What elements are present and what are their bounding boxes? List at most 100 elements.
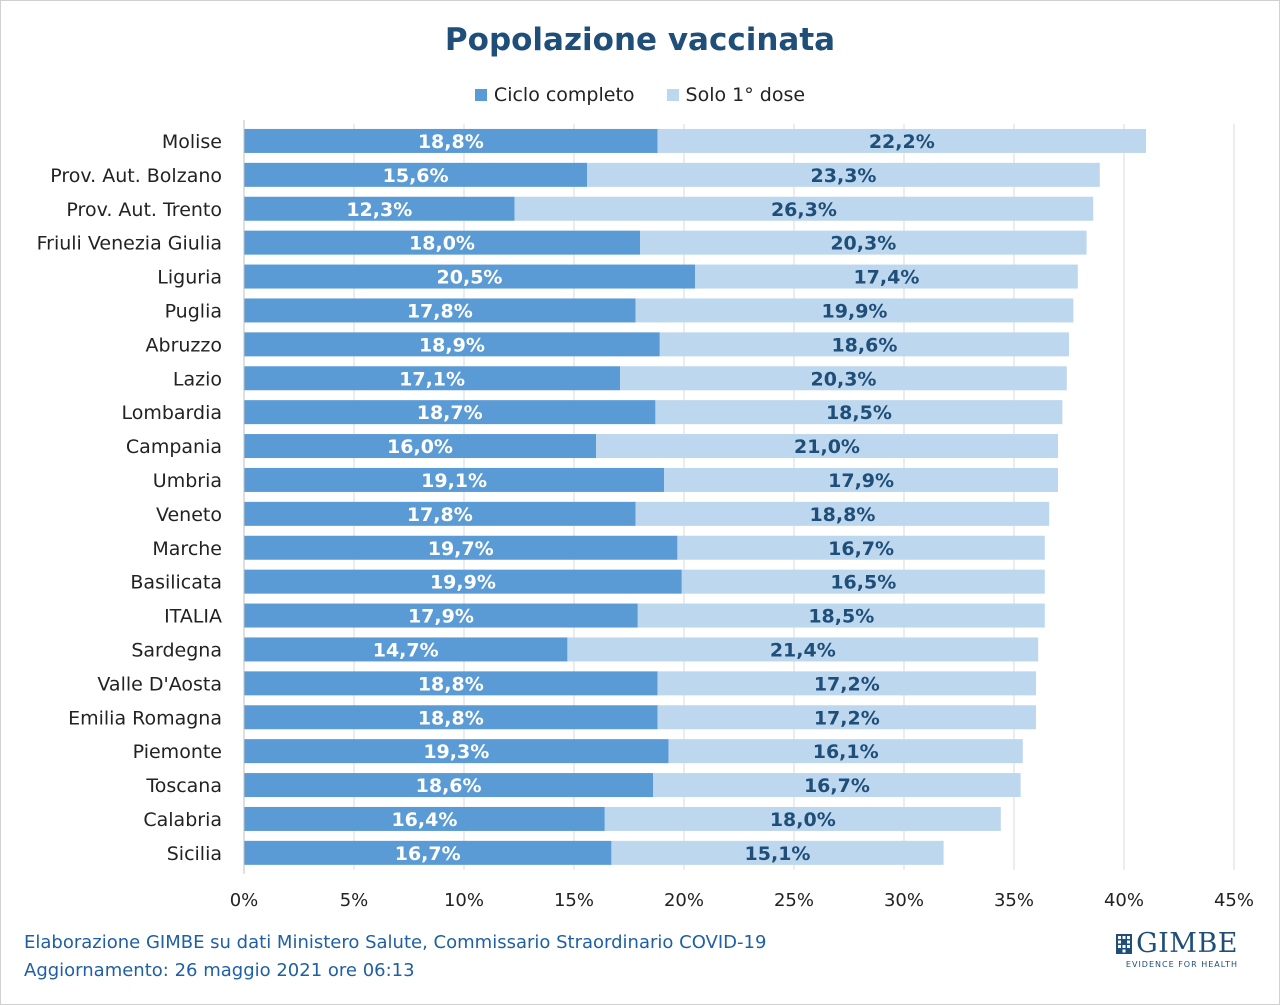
bar-solo-prima-dose — [657, 128, 1146, 153]
category-label: Prov. Aut. Trento — [66, 199, 222, 221]
data-label: 18,8% — [809, 504, 875, 526]
bar-solo-prima-dose — [681, 569, 1045, 594]
footer-updated: Aggiornamento: 26 maggio 2021 ore 06:13 — [24, 960, 415, 981]
data-label: 18,0% — [770, 809, 836, 831]
category-label: Lazio — [173, 368, 222, 390]
x-tick-label: 10% — [444, 890, 484, 911]
bar-ciclo-completo — [244, 569, 682, 594]
bar-ciclo-completo — [244, 705, 658, 730]
data-label: 19,9% — [430, 572, 496, 594]
data-label: 18,9% — [419, 334, 485, 356]
data-label: 20,3% — [830, 233, 896, 255]
legend-item-solo-prima-dose: Solo 1° dose — [666, 84, 805, 106]
x-tick-label: 45% — [1214, 890, 1254, 911]
bar-solo-prima-dose — [664, 467, 1058, 492]
data-label: 16,4% — [391, 809, 457, 831]
category-label: Emilia Romagna — [68, 707, 222, 729]
data-label: 21,0% — [794, 436, 860, 458]
data-label: 18,6% — [416, 775, 482, 797]
bar-solo-prima-dose — [567, 637, 1039, 662]
bar-solo-prima-dose — [677, 535, 1045, 560]
data-label: 16,7% — [828, 538, 894, 560]
bar-solo-prima-dose — [587, 162, 1100, 187]
data-label: 17,9% — [408, 606, 474, 628]
data-label: 17,9% — [828, 470, 894, 492]
data-label: 17,4% — [853, 267, 919, 289]
bar-solo-prima-dose — [640, 230, 1087, 255]
data-label: 18,8% — [418, 707, 484, 729]
data-label: 18,6% — [831, 334, 897, 356]
data-label: 18,8% — [418, 131, 484, 153]
bar-ciclo-completo — [244, 162, 588, 187]
bar-solo-prima-dose — [655, 400, 1063, 425]
bar-solo-prima-dose — [514, 196, 1094, 221]
bar-ciclo-completo — [244, 603, 638, 628]
data-label: 16,7% — [804, 775, 870, 797]
category-label: Marche — [152, 538, 222, 560]
category-label: Sardegna — [131, 639, 222, 661]
bar-solo-prima-dose — [635, 501, 1050, 526]
data-label: 19,7% — [428, 538, 494, 560]
bar-ciclo-completo — [244, 128, 658, 153]
data-label: 19,1% — [421, 470, 487, 492]
legend-swatch-solo-prima-dose — [666, 89, 679, 101]
data-label: 18,7% — [417, 402, 483, 424]
data-label: 26,3% — [771, 199, 837, 221]
chart-legend: Ciclo completo Solo 1° dose — [0, 84, 1280, 106]
category-label: Toscana — [145, 775, 222, 797]
data-label: 16,1% — [813, 741, 879, 763]
gimbe-logo: GIMBE EVIDENCE FOR HEALTH — [1116, 930, 1238, 969]
bar-ciclo-completo — [244, 434, 596, 459]
bar-ciclo-completo — [244, 366, 621, 391]
bar-ciclo-completo — [244, 332, 660, 357]
x-tick-label: 15% — [554, 890, 594, 911]
category-label: Lombardia — [121, 402, 222, 424]
x-tick-label: 35% — [994, 890, 1034, 911]
x-tick-label: 30% — [884, 890, 924, 911]
data-label: 16,7% — [395, 843, 461, 865]
bar-solo-prima-dose — [611, 840, 944, 865]
gimbe-logo-main: GIMBE — [1116, 930, 1238, 957]
category-label: Molise — [162, 131, 222, 153]
data-label: 18,0% — [409, 233, 475, 255]
data-label: 15,6% — [383, 165, 449, 187]
category-label: Puglia — [165, 300, 222, 322]
data-label: 22,2% — [869, 131, 935, 153]
bar-ciclo-completo — [244, 230, 640, 255]
x-tick-label: 0% — [230, 890, 259, 911]
category-label: Basilicata — [130, 572, 222, 594]
bar-ciclo-completo — [244, 501, 636, 526]
category-label: Umbria — [153, 470, 222, 492]
chart-title: Popolazione vaccinata — [444, 22, 836, 58]
bar-chart: 18,8% 22,2% Molise 15,6% 23,3% Prov. Aut. Bol… — [37, 120, 1254, 911]
data-label: 12,3% — [346, 199, 412, 221]
x-tick-label: 5% — [340, 890, 369, 911]
x-tick-label: 40% — [1104, 890, 1144, 911]
data-label: 18,8% — [418, 673, 484, 695]
legend-label-ciclo-completo: Ciclo completo — [493, 84, 635, 106]
x-tick-label: 20% — [664, 890, 704, 911]
bar-ciclo-completo — [244, 773, 654, 798]
bar-ciclo-completo — [244, 264, 695, 289]
legend-swatch-ciclo-completo — [474, 89, 487, 101]
category-label: Sicilia — [167, 843, 222, 865]
category-label: Liguria — [157, 267, 222, 289]
data-label: 17,8% — [407, 504, 473, 526]
data-label: 17,2% — [814, 707, 880, 729]
data-label: 20,3% — [811, 368, 877, 390]
data-label: 19,9% — [822, 300, 888, 322]
data-label: 18,5% — [808, 606, 874, 628]
data-label: 20,5% — [437, 267, 503, 289]
bar-solo-prima-dose — [695, 264, 1078, 289]
bar-solo-prima-dose — [596, 434, 1058, 459]
data-label: 17,8% — [407, 300, 473, 322]
data-label: 17,1% — [399, 368, 465, 390]
bar-ciclo-completo — [244, 196, 515, 221]
bar-ciclo-completo — [244, 467, 665, 492]
bar-solo-prima-dose — [659, 332, 1069, 357]
data-label: 15,1% — [745, 843, 811, 865]
bar-ciclo-completo — [244, 739, 669, 764]
data-label: 14,7% — [373, 639, 439, 661]
bar-ciclo-completo — [244, 400, 656, 425]
data-label: 16,0% — [387, 436, 453, 458]
